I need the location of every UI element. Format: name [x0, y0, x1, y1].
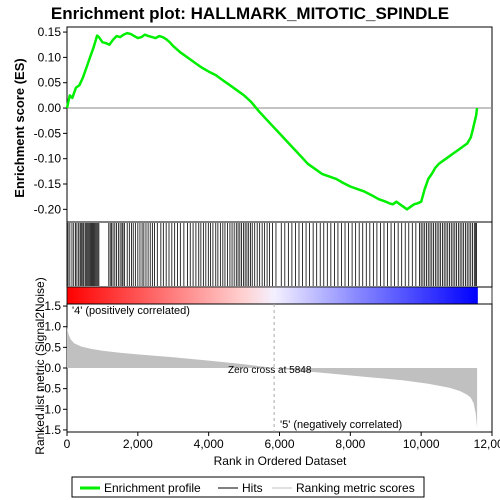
negative-correlation-label: '5' (negatively correlated)	[280, 419, 402, 431]
legend-box	[71, 476, 425, 498]
legend-label-hits: Hits	[242, 481, 263, 495]
x-tick-label: 0	[64, 437, 71, 451]
legend-label-enrichment: Enrichment profile	[104, 481, 201, 495]
metric-y-tick-label: 1.0	[44, 320, 61, 334]
es-y-tick-label: 0.00	[38, 101, 62, 115]
x-tick-label: 10,000	[403, 437, 440, 451]
x-tick-label: 12,000	[474, 437, 500, 451]
legend-label-metric: Ranking metric scores	[296, 481, 415, 495]
x-axis: 0 2,000 4,000 6,000 8,000 10,000 12,000	[64, 432, 500, 451]
metric-y-tick-label: -0.5	[40, 382, 61, 396]
es-y-tick-label: 0.10	[38, 50, 62, 64]
x-tick-label: 8,000	[335, 437, 365, 451]
enrichment-profile-line	[65, 31, 479, 211]
metric-y-tick-label: -1.5	[40, 423, 61, 437]
ranking-metric-area	[67, 326, 478, 428]
es-y-tick-label: 0.15	[38, 25, 62, 39]
chart-title: Enrichment plot: HALLMARK_MITOTIC_SPINDL…	[51, 4, 449, 23]
metric-panel: 1.5 1.0 0.5 0.0 -0.5 -1.0 -1.5	[40, 299, 493, 437]
metric-axis-label: Ranked list metric (Signal2Noise)	[33, 277, 47, 454]
es-axis-label: Enrichment score (ES)	[12, 58, 27, 197]
zero-cross-label: Zero cross at 5848	[228, 365, 312, 376]
x-tick-label: 4,000	[194, 437, 224, 451]
metric-y-tick-label: 1.5	[44, 299, 61, 313]
es-y-tick-label: -0.05	[34, 126, 62, 140]
es-plot-frame	[66, 26, 493, 223]
color-bar-fill	[67, 287, 478, 304]
legend: Enrichment profile Hits Ranking metric s…	[71, 476, 425, 498]
metric-y-tick-label: -1.0	[40, 402, 61, 416]
metric-y-tick-label: 0.5	[44, 340, 61, 354]
correlation-color-bar	[66, 286, 493, 305]
es-y-tick-label: -0.20	[34, 202, 62, 216]
metric-y-tick-label: 0.0	[44, 361, 61, 375]
x-tick-label: 2,000	[123, 437, 153, 451]
x-tick-label: 6,000	[264, 437, 294, 451]
es-y-tick-label: -0.10	[34, 152, 62, 166]
x-axis-label: Rank in Ordered Dataset	[214, 454, 347, 468]
hits-panel	[66, 221, 493, 288]
es-panel: 0.15 0.10 0.05 0.00 -0.05 -0.10 -0.15 -0.20	[34, 25, 493, 223]
es-y-tick-label: -0.15	[34, 177, 62, 191]
positive-correlation-label: '4' (positively correlated)	[72, 305, 190, 317]
es-y-tick-label: 0.05	[38, 76, 62, 90]
